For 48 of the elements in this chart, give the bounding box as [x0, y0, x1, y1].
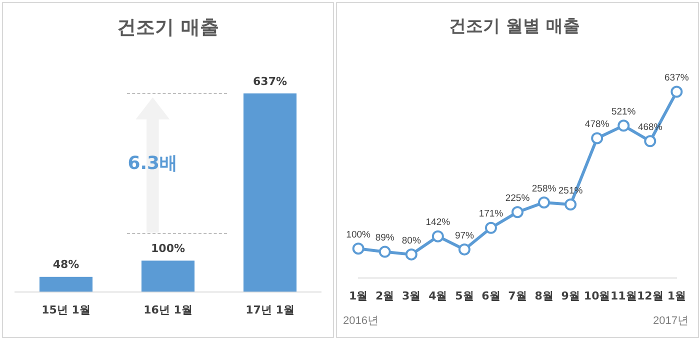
x-tick-label: 15년 1월 — [42, 303, 90, 316]
x-tick-label: 17년 1월 — [246, 303, 294, 316]
point — [670, 86, 683, 98]
point — [564, 198, 577, 211]
point — [484, 222, 497, 234]
point — [644, 135, 656, 148]
point — [538, 196, 550, 208]
point — [458, 243, 470, 256]
data-label: 637% — [664, 72, 690, 84]
data-label: 97% — [454, 230, 474, 242]
point — [405, 248, 418, 260]
data-label: 258% — [532, 183, 557, 194]
data-label: 637% — [253, 74, 287, 88]
point — [512, 206, 524, 218]
x-tick-label: 4월 — [428, 289, 448, 302]
data-label: 48% — [52, 258, 80, 272]
data-label: 100% — [346, 229, 372, 240]
data-label: 225% — [505, 192, 530, 204]
point — [378, 246, 391, 258]
chart-title: 건조기 매출 — [117, 16, 219, 38]
data-label: 171% — [478, 208, 504, 220]
point — [591, 132, 604, 144]
x-tick-label: 7월 — [508, 289, 527, 302]
x-tick-label: 1월 — [349, 289, 368, 302]
x-tick-label: 10월 — [584, 289, 610, 302]
x-tick-label: 8월 — [534, 289, 554, 302]
data-label: 521% — [611, 106, 636, 118]
data-label: 80% — [402, 235, 422, 246]
data-label: 89% — [375, 232, 395, 244]
x-tick-label: 3월 — [402, 289, 421, 302]
data-label: 100% — [151, 242, 185, 256]
annotation: 6.3배 — [128, 152, 178, 176]
point — [432, 230, 444, 242]
x-tick-label: 11월 — [610, 289, 637, 302]
x-tick-label: 5월 — [455, 289, 474, 302]
x-tick-label: 6월 — [482, 289, 500, 302]
point — [352, 242, 364, 255]
point — [618, 120, 630, 132]
x-tick-label: 2월 — [376, 289, 394, 302]
x-tick-label: 1월 — [667, 289, 686, 302]
data-label: 478% — [584, 119, 610, 130]
text: 2016년 — [343, 314, 378, 328]
data-label: 142% — [426, 217, 451, 228]
chart-title: 건조기 월별 매출 — [449, 16, 580, 37]
x-tick-label: 12월 — [636, 289, 664, 302]
text: 2017년 — [653, 314, 688, 328]
x-tick-label: 9월 — [561, 289, 580, 302]
x-tick-label: 16년 1월 — [144, 303, 192, 316]
